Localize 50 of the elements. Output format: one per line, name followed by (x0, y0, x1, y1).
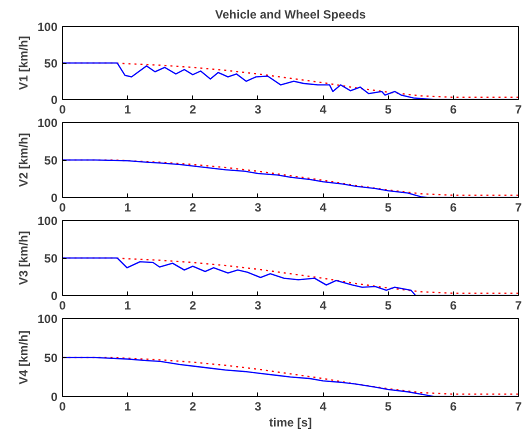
x-tick-label: 6 (450, 102, 458, 116)
y-tick-label: 0 (50, 390, 58, 404)
x-tick-label: 6 (450, 200, 458, 214)
x-tick-label: 2 (189, 200, 196, 214)
x-tick-label: 0 (59, 200, 66, 214)
y-tick-label: 100 (37, 116, 58, 130)
x-tick-label: 7 (515, 200, 522, 214)
x-tick-label: 1 (124, 400, 132, 414)
x-tick-label: 0 (59, 102, 66, 116)
y-tick-label: 100 (37, 20, 58, 34)
x-tick-label: 5 (384, 400, 392, 414)
x-tick-label: 1 (124, 102, 132, 116)
x-tick-label: 3 (254, 102, 262, 116)
x-tick-label: 1 (124, 200, 132, 214)
x-tick-label: 3 (254, 200, 262, 214)
y-tick-label: 0 (50, 93, 58, 107)
y-axis-title: V3 [km/h] (16, 230, 30, 286)
y-tick-label: 50 (44, 252, 58, 266)
y-tick-label: 0 (50, 191, 58, 205)
x-tick-label: 4 (320, 102, 327, 116)
x-tick-label: 5 (384, 298, 392, 312)
y-axis-title: V1 [km/h] (16, 36, 30, 90)
x-tick-label: 3 (254, 400, 262, 414)
y-tick-label: 100 (37, 312, 58, 326)
x-tick-label: 0 (59, 400, 66, 414)
x-tick-label: 5 (384, 200, 392, 214)
x-tick-label: 3 (254, 298, 262, 312)
x-tick-label: 7 (515, 102, 522, 116)
x-tick-label: 2 (189, 298, 196, 312)
x-tick-label: 6 (450, 400, 458, 414)
x-tick-label: 1 (124, 298, 132, 312)
y-tick-label: 50 (44, 56, 58, 70)
y-tick-label: 100 (37, 214, 58, 228)
x-tick-label: 4 (320, 400, 327, 414)
x-tick-label: 0 (59, 298, 66, 312)
y-axis-title: V2 [km/h] (16, 132, 30, 188)
x-tick-label: 6 (450, 298, 458, 312)
x-tick-label: 5 (384, 102, 392, 116)
x-tick-label: 2 (189, 102, 196, 116)
x-tick-label: 4 (320, 200, 327, 214)
chart-title: Vehicle and Wheel Speeds (215, 8, 366, 22)
y-tick-label: 50 (44, 154, 58, 168)
y-tick-label: 0 (50, 289, 58, 303)
x-tick-label: 2 (189, 400, 196, 414)
x-tick-label: 4 (320, 298, 327, 312)
y-tick-label: 50 (44, 351, 58, 365)
x-axis-title: time [s] (269, 416, 312, 430)
x-tick-label: 7 (515, 400, 522, 414)
x-tick-label: 7 (515, 298, 522, 312)
y-axis-title: V4 [km/h] (16, 330, 30, 385)
